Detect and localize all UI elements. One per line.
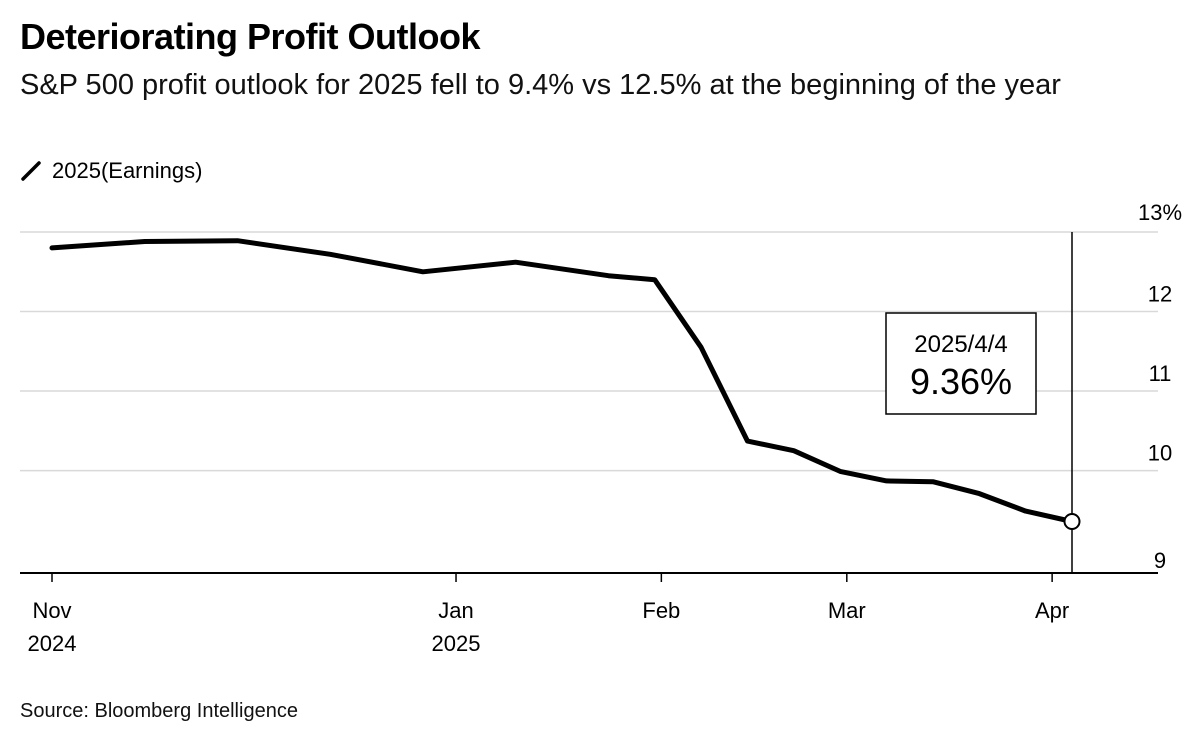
- y-tick-label: 11: [1149, 361, 1172, 386]
- line-slash-icon: [21, 161, 41, 181]
- legend-label: 2025(Earnings): [52, 158, 203, 183]
- x-tick-label: Feb: [642, 598, 680, 623]
- callout-date: 2025/4/4: [914, 331, 1007, 358]
- series-group: [49, 238, 1075, 524]
- y-tick-label: 13%: [1138, 200, 1182, 225]
- end-point-marker: [1063, 512, 1081, 530]
- y-axis-ticks: 13% 12 11 10 9: [1138, 200, 1182, 573]
- chart-title: Deteriorating Profit Outlook: [20, 16, 481, 57]
- x-tick-label: Mar: [828, 598, 866, 623]
- x-tick-label: Apr: [1035, 598, 1069, 623]
- value-callout: 2025/4/4 9.36%: [885, 232, 1081, 573]
- x-tick-year-label: 2025: [432, 631, 481, 656]
- source-note: Source: Bloomberg Intelligence: [20, 700, 298, 722]
- legend: 2025(Earnings): [20, 158, 202, 184]
- x-tick-year-label: 2024: [28, 631, 77, 656]
- series-line-2025-earnings: [49, 238, 1075, 524]
- x-tick-label: Jan: [438, 598, 473, 623]
- y-tick-label: 10: [1148, 440, 1172, 465]
- chart-subtitle: S&P 500 profit outlook for 2025 fell to …: [20, 69, 1061, 101]
- x-axis: Nov 2024 Jan 2025 Feb Mar Apr: [20, 572, 1158, 656]
- x-tick-label: Nov: [32, 598, 71, 623]
- callout-value: 9.36%: [910, 361, 1012, 402]
- callout-box: [885, 312, 1037, 415]
- y-tick-label: 12: [1148, 281, 1172, 306]
- y-tick-label: 9: [1154, 548, 1166, 573]
